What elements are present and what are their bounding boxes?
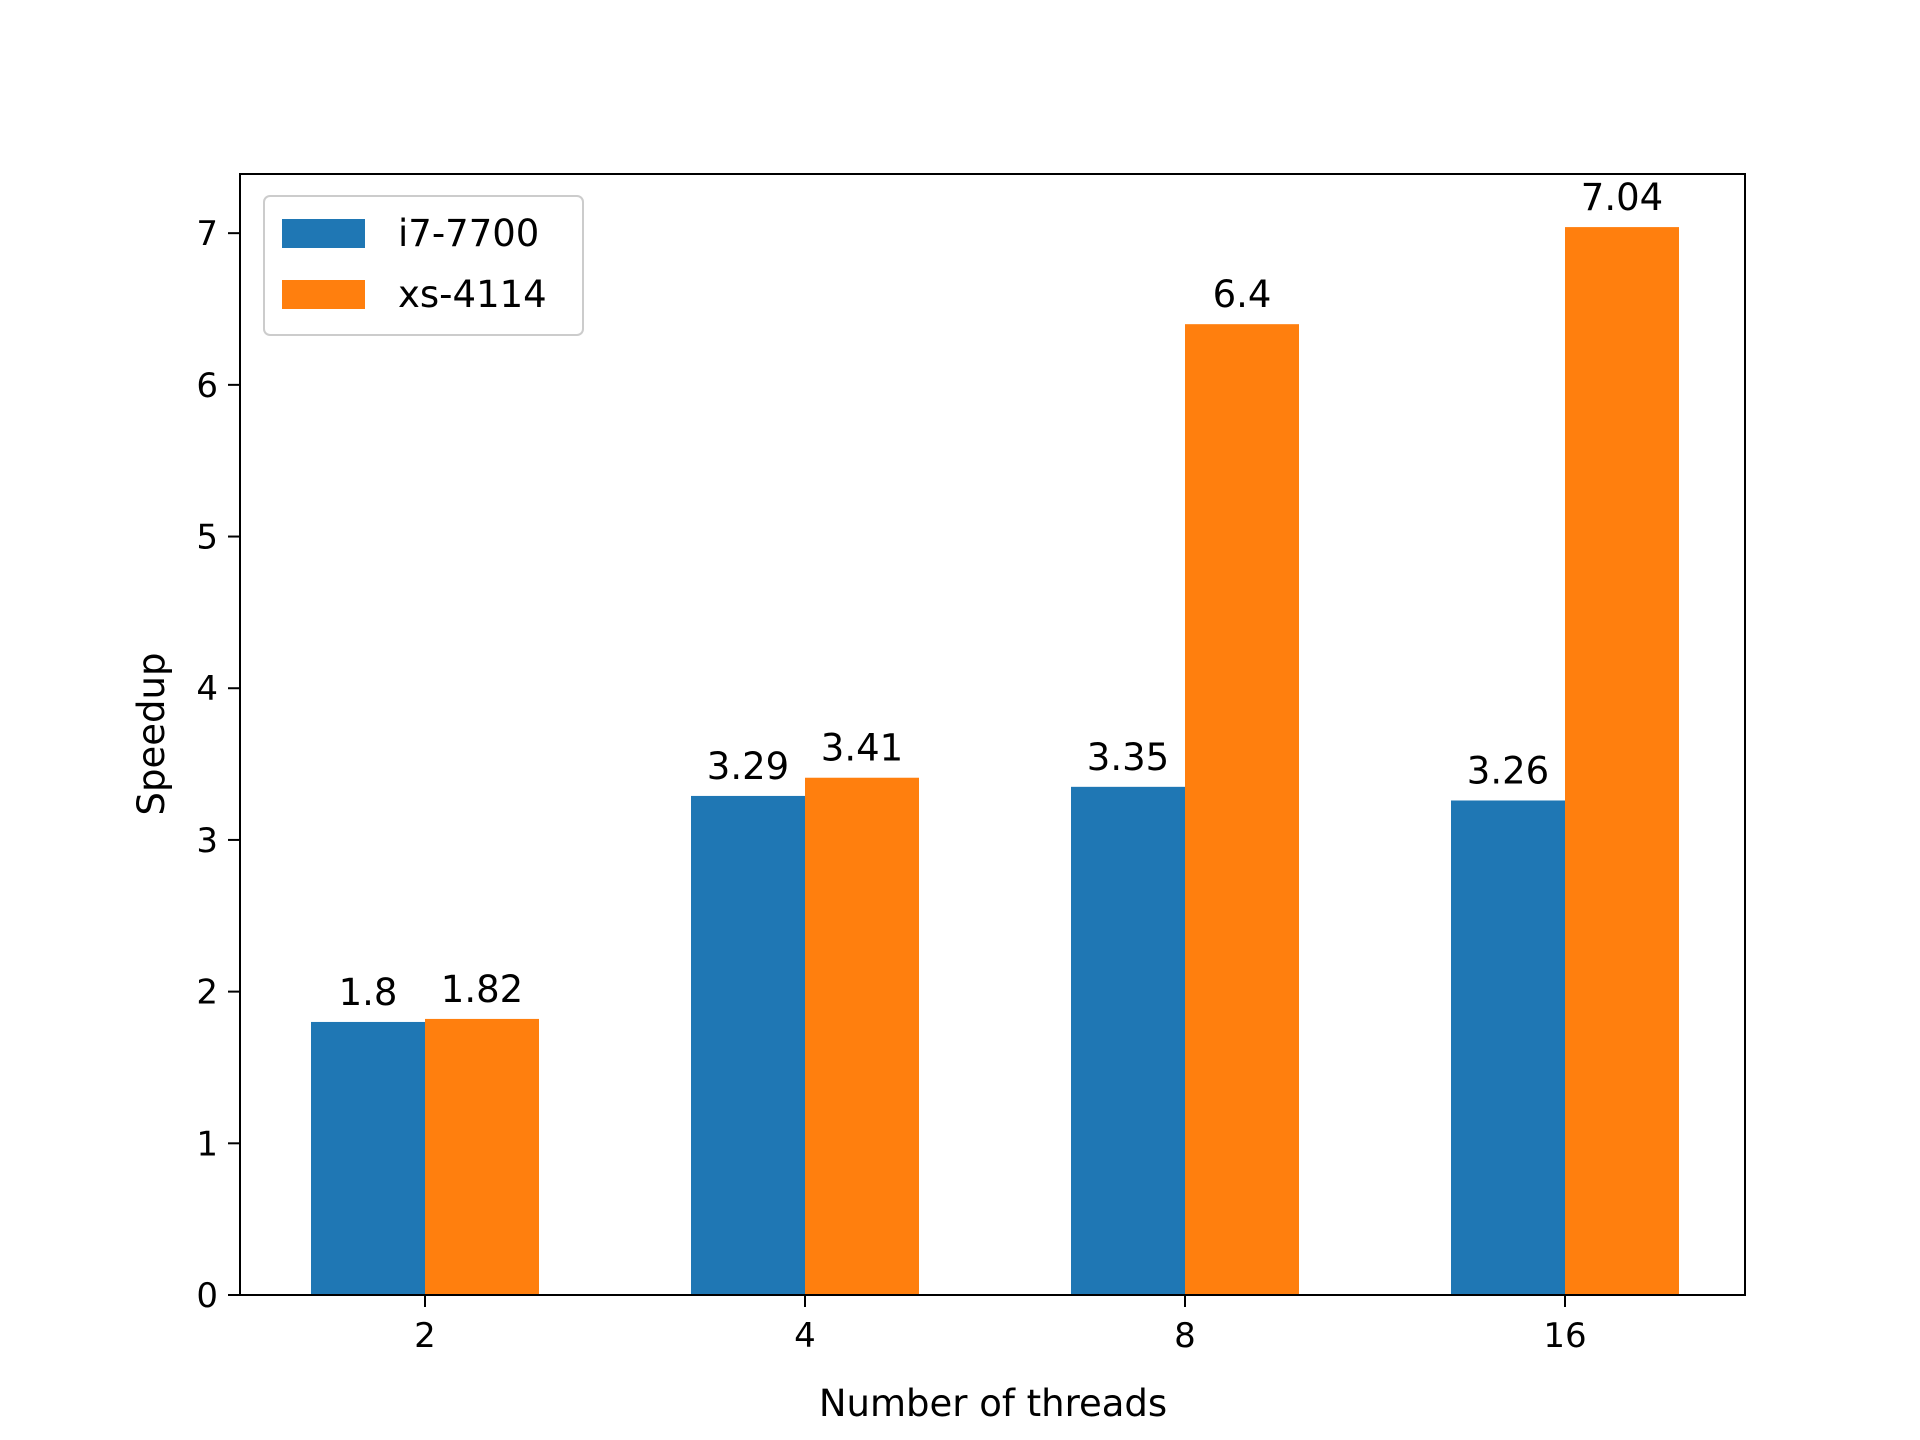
x-axis-label: Number of threads xyxy=(819,1382,1167,1425)
bar-i7-7700-16 xyxy=(1451,800,1565,1295)
y-tick-label-7: 7 xyxy=(196,214,218,254)
x-tick-label-4: 4 xyxy=(794,1316,816,1356)
x-tick-label-2: 2 xyxy=(414,1316,436,1356)
bar-xs-4114-4 xyxy=(805,777,919,1295)
y-tick-label-1: 1 xyxy=(196,1124,218,1164)
legend-label-i7-7700: i7-7700 xyxy=(398,212,539,255)
bar-label-xs-4114-8: 6.4 xyxy=(1213,273,1272,316)
bar-label-i7-7700-16: 3.26 xyxy=(1467,749,1549,792)
y-tick-label-0: 0 xyxy=(196,1276,218,1316)
bar-label-i7-7700-2: 1.8 xyxy=(339,971,398,1014)
bar-i7-7700-2 xyxy=(311,1021,425,1295)
legend-swatch-xs-4114 xyxy=(282,280,365,309)
bar-xs-4114-8 xyxy=(1185,324,1299,1295)
bar-label-xs-4114-16: 7.04 xyxy=(1581,176,1663,219)
y-tick-label-3: 3 xyxy=(196,821,218,861)
x-tick-label-8: 8 xyxy=(1174,1316,1196,1356)
y-tick-label-4: 4 xyxy=(196,669,218,709)
bar-i7-7700-8 xyxy=(1071,786,1185,1295)
y-tick-label-5: 5 xyxy=(196,518,218,558)
bar-xs-4114-16 xyxy=(1565,227,1679,1295)
bar-i7-7700-4 xyxy=(691,795,805,1295)
legend-label-xs-4114: xs-4114 xyxy=(398,273,547,316)
bar-xs-4114-2 xyxy=(425,1018,539,1295)
x-tick-label-16: 16 xyxy=(1543,1316,1586,1356)
bar-label-i7-7700-4: 3.29 xyxy=(707,745,789,788)
y-axis-label: Speedup xyxy=(130,653,173,816)
bar-label-xs-4114-4: 3.41 xyxy=(821,727,903,770)
legend: i7-7700 xs-4114 xyxy=(263,195,584,336)
y-tick-label-2: 2 xyxy=(196,973,218,1013)
bar-label-xs-4114-2: 1.82 xyxy=(441,968,523,1011)
bar-label-i7-7700-8: 3.35 xyxy=(1087,736,1169,779)
legend-swatch-i7-7700 xyxy=(282,219,365,248)
plot-frame xyxy=(239,173,1746,1296)
y-tick-label-6: 6 xyxy=(196,366,218,406)
